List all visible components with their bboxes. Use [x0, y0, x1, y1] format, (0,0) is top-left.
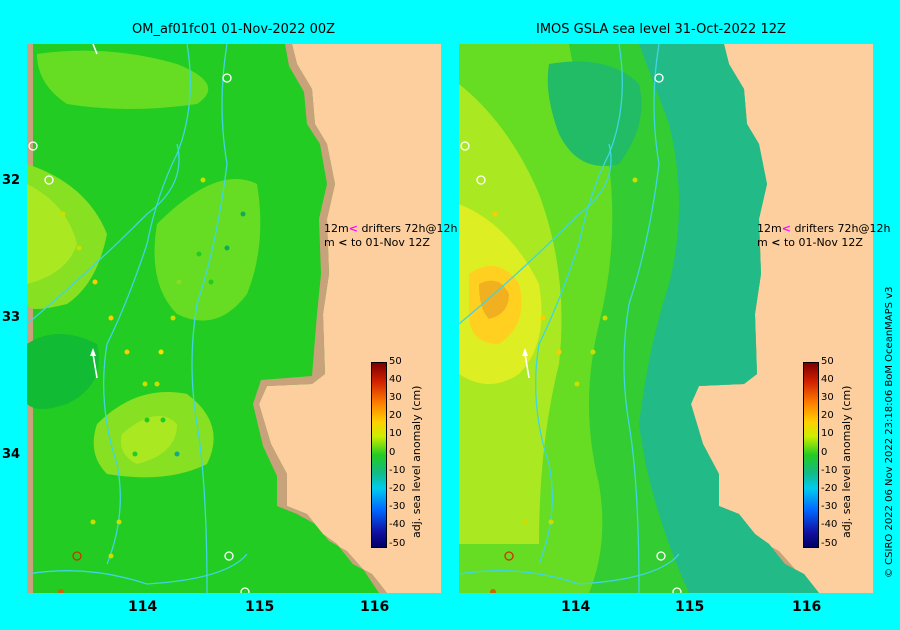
colorbar-tick: -10: [389, 465, 406, 476]
colorbar-tick: 30: [389, 392, 402, 403]
colorbar-tick: 20: [389, 410, 402, 421]
colorbar-tick: 10: [821, 428, 834, 439]
x-tick-label: 115: [675, 599, 705, 615]
colorbar-tick: 50: [389, 356, 402, 367]
left-panel-title: OM_af01fc01 01-Nov-2022 00Z: [132, 22, 336, 37]
colorbar-tick: 40: [389, 374, 402, 385]
legend-prefix: m: [757, 236, 768, 249]
colorbar-tick: -40: [389, 519, 406, 530]
colorbar-left: [371, 362, 387, 548]
colorbar-tick: 20: [821, 410, 834, 421]
colorbar-tick: 50: [821, 356, 834, 367]
black-arrow-icon: <: [338, 236, 348, 249]
colorbar-tick: 10: [389, 428, 402, 439]
drifter-legend: 12m< drifters 72h@12h: [757, 222, 890, 235]
colorbar-tick: 40: [821, 374, 834, 385]
legend-prefix: 12m: [324, 222, 349, 235]
magenta-arrow-icon: <: [781, 222, 791, 235]
legend-text: to 01-Nov 12Z: [350, 236, 430, 249]
drifter-legend: 12m< drifters 72h@12h: [324, 222, 457, 235]
legend-text: drifters 72h@12h: [361, 222, 458, 235]
colorbar-tick: -50: [821, 538, 838, 549]
x-tick-label: 116: [792, 599, 822, 615]
colorbar-label: adj. sea level anomaly (cm): [840, 385, 853, 538]
x-tick-label: 114: [561, 599, 591, 615]
colorbar-tick: 30: [821, 392, 834, 403]
colorbar-tick: 0: [821, 447, 828, 458]
right-map-panel: [459, 44, 873, 593]
x-tick-label: 114: [128, 599, 158, 615]
colorbar-label: adj. sea level anomaly (cm): [410, 385, 423, 538]
colorbar-right: [803, 362, 819, 548]
x-tick-label: 115: [245, 599, 275, 615]
y-tick-label: 34: [2, 447, 21, 462]
x-tick-label: 116: [360, 599, 390, 615]
left-map-panel: [27, 44, 441, 593]
drifter-legend: m < to 01-Nov 12Z: [324, 236, 430, 249]
magenta-arrow-icon: <: [348, 222, 358, 235]
colorbar-tick: -30: [821, 501, 838, 512]
y-tick-label: 32: [2, 173, 21, 188]
legend-text: to 01-Nov 12Z: [783, 236, 863, 249]
colorbar-tick: -50: [389, 538, 406, 549]
right-panel-title: IMOS GSLA sea level 31-Oct-2022 12Z: [536, 22, 786, 37]
colorbar-tick: -30: [389, 501, 406, 512]
colorbar-tick: 0: [389, 447, 396, 458]
legend-prefix: 12m: [757, 222, 782, 235]
credit-text: © CSIRO 2022 06 Nov 2022 23:18:06 BoM Oc…: [884, 286, 895, 578]
colorbar-tick: -40: [821, 519, 838, 530]
colorbar-tick: -20: [821, 483, 838, 494]
colorbar-tick: -20: [389, 483, 406, 494]
black-arrow-icon: <: [771, 236, 781, 249]
drifter-legend: m < to 01-Nov 12Z: [757, 236, 863, 249]
legend-text: drifters 72h@12h: [794, 222, 891, 235]
colorbar-tick: -10: [821, 465, 838, 476]
legend-prefix: m: [324, 236, 335, 249]
y-tick-label: 33: [2, 310, 21, 325]
